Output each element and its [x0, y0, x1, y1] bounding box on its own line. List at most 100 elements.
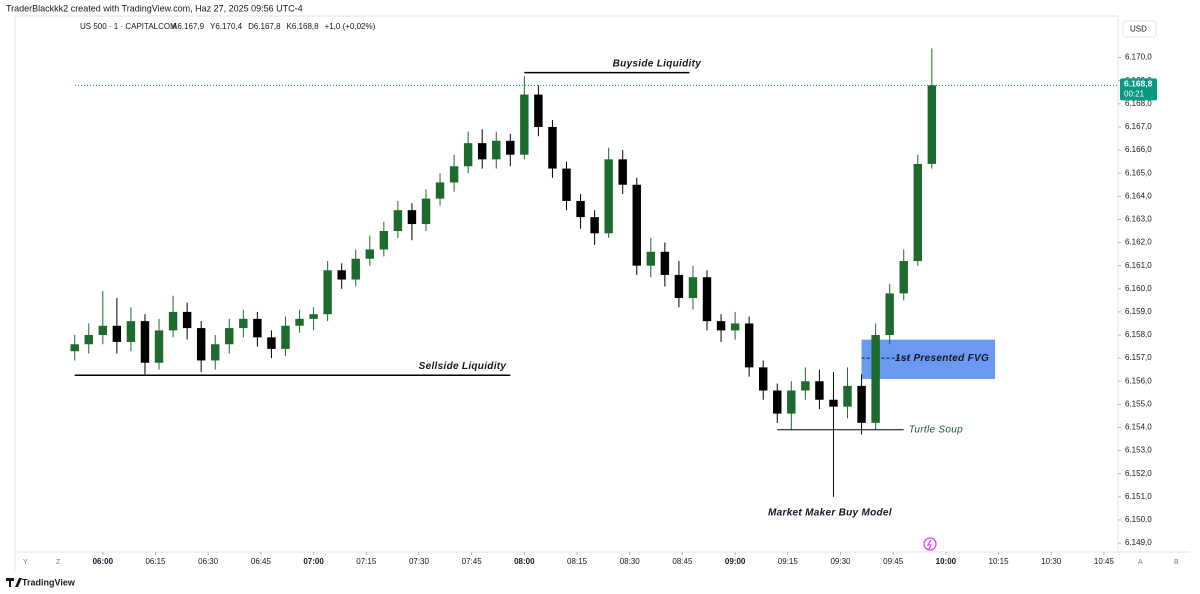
x-tick-label: 10:15	[989, 557, 1010, 566]
candle-body	[267, 337, 276, 349]
candle-body	[112, 325, 122, 342]
y-tick-label: 6.168,0	[1125, 99, 1152, 108]
candle-body	[660, 251, 670, 275]
level-label: Buyside Liquidity	[613, 58, 702, 69]
fvg-zone	[861, 339, 996, 379]
y-tick-label: 6.155,0	[1125, 399, 1152, 408]
candle-body	[520, 94, 529, 155]
x-tick-label: 09:15	[778, 557, 799, 566]
candle-body	[534, 94, 543, 127]
ohlc-legend: A6.167,9 Y6.170,4 D6.167,8 K6.168,8 +1,0 (+0…	[172, 22, 376, 31]
y-tick-label: 6.161,0	[1125, 261, 1152, 270]
candle-body	[632, 184, 641, 266]
candle-body	[477, 143, 487, 160]
candle-body	[730, 323, 740, 331]
candle-body	[716, 321, 726, 331]
model-label: Market Maker Buy Model	[768, 508, 892, 519]
candle-body	[365, 249, 375, 259]
candle-body	[239, 318, 248, 329]
candle-body	[168, 311, 178, 331]
symbol: US 500 · 1 · CAPITALCOM	[80, 22, 177, 31]
candle-body	[379, 230, 389, 250]
candle-body	[702, 277, 712, 322]
candle-body	[562, 168, 571, 201]
candle-body	[548, 126, 557, 169]
candle-body	[421, 198, 431, 225]
level-label: Sellside Liquidity	[419, 361, 507, 372]
ohlc-value: K6.168,8	[287, 22, 320, 31]
candle-body	[463, 143, 473, 167]
y-tick-label: 6.167,0	[1125, 122, 1152, 131]
y-tick-label: 6.170,0	[1125, 53, 1152, 62]
x-tick-label: 08:45	[672, 557, 693, 566]
y-tick-label: 6.157,0	[1125, 353, 1152, 362]
candle-body	[857, 385, 866, 423]
candle-body	[688, 277, 698, 299]
level-label: Turtle Soup	[909, 424, 963, 435]
left-button[interactable]: Z	[56, 559, 61, 566]
y-tick-label: 6.165,0	[1125, 168, 1152, 177]
y-tick-label: 6.150,0	[1125, 515, 1152, 524]
candle-body	[98, 325, 108, 336]
candle-body	[758, 367, 768, 391]
candle-body	[84, 335, 93, 345]
candle-body	[927, 85, 937, 164]
candle-body	[674, 274, 684, 299]
y-tick-label: 6.158,0	[1125, 330, 1152, 339]
candle-body	[492, 140, 501, 160]
candle-body	[885, 293, 894, 336]
candle-body	[744, 323, 754, 368]
candle-body	[323, 270, 332, 315]
currency-box[interactable]	[1122, 20, 1157, 38]
x-tick-label: 06:15	[145, 557, 166, 566]
candle-body	[211, 344, 220, 361]
candle-body	[576, 200, 585, 218]
right-button[interactable]: B	[1174, 559, 1179, 566]
candle-body	[182, 311, 192, 329]
logo-icon	[6, 578, 22, 587]
candle-body	[407, 210, 417, 225]
candle-body	[281, 325, 290, 349]
y-tick-label: 6.152,0	[1125, 469, 1152, 478]
candle-body	[843, 385, 852, 407]
credit: TraderBlackkk2 created with TradingView.…	[6, 3, 303, 13]
y-tick-label: 6.160,0	[1125, 284, 1152, 293]
candle-body	[140, 321, 150, 363]
candle-body	[309, 314, 318, 319]
x-tick-label: 06:30	[198, 557, 219, 566]
candle-body	[70, 344, 79, 352]
candle-body	[787, 390, 796, 414]
candle-body	[126, 321, 136, 342]
candle-body	[899, 261, 908, 294]
ohlc-value: D6.167,8	[248, 22, 281, 31]
x-tick-label: 08:30	[620, 557, 641, 566]
candle-body	[773, 390, 782, 414]
last-price-label: 6.168,8	[1124, 79, 1153, 89]
y-tick-label: 6.154,0	[1125, 423, 1152, 432]
y-tick-label: 6.151,0	[1125, 492, 1152, 501]
alert-icon-bolt	[926, 539, 932, 550]
y-tick-label: 6.156,0	[1125, 376, 1152, 385]
alert-icon[interactable]	[923, 537, 937, 551]
x-tick-label: 09:00	[725, 557, 746, 566]
x-tick-label: 07:15	[356, 557, 377, 566]
ohlc-value: A6.167,9	[172, 22, 205, 31]
candle-body	[154, 330, 164, 363]
x-tick-label: 10:00	[936, 557, 957, 566]
x-tick-label: 07:30	[409, 557, 430, 566]
candle-body	[337, 270, 346, 280]
x-tick-label: 10:30	[1041, 557, 1062, 566]
countdown: 00:21	[1124, 89, 1145, 98]
y-tick-label: 6.164,0	[1125, 191, 1152, 200]
x-tick-label: 09:45	[883, 557, 904, 566]
candle-body	[829, 399, 838, 407]
candle-body	[506, 140, 515, 155]
x-tick-label: 08:00	[514, 557, 535, 566]
y-tick-label: 6.166,0	[1125, 145, 1152, 154]
candle-body	[253, 318, 262, 338]
logo[interactable]: TradingView	[22, 577, 76, 587]
right-button[interactable]: A	[1138, 559, 1143, 566]
candle-body	[801, 381, 810, 391]
left-button[interactable]: Y	[23, 559, 28, 566]
